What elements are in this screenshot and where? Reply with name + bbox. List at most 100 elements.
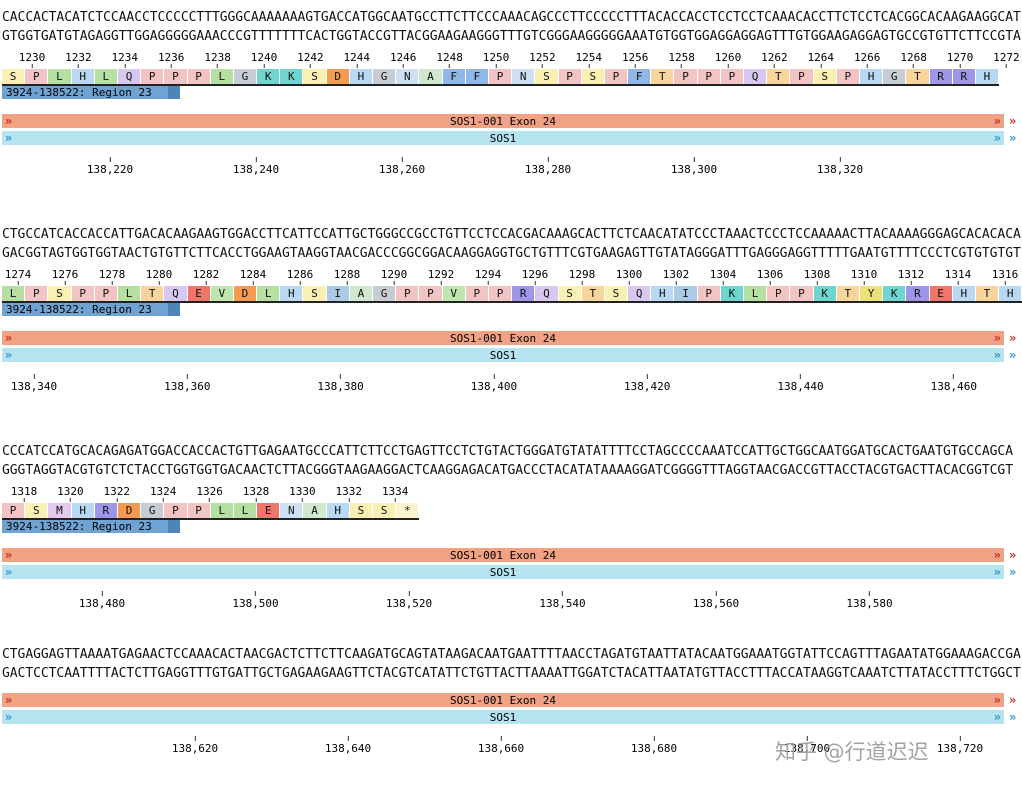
exon-track-bar[interactable]: » SOS1-001 Exon 24 » bbox=[2, 331, 1004, 345]
aa-position-label: 1326 bbox=[196, 486, 223, 502]
amino-acid-cell: T bbox=[975, 286, 1000, 301]
amino-acid-cell: * bbox=[396, 503, 420, 518]
tick-mark bbox=[111, 281, 113, 285]
exon-label: SOS1-001 Exon 24 bbox=[450, 114, 556, 128]
tick-mark bbox=[408, 591, 410, 596]
aa-position-label: 1320 bbox=[57, 486, 84, 502]
aa-position-label: 1278 bbox=[99, 269, 125, 285]
gene-track-bar[interactable]: » SOS1 » bbox=[2, 131, 1004, 145]
region-navigation-bar[interactable]: 3924-138522: Region 23 bbox=[2, 86, 180, 99]
genomic-coordinate-ruler: 138,480 138,500 138,520 138,540 138,560 … bbox=[2, 591, 1022, 617]
exon-track-bar[interactable]: » SOS1-001 Exon 24 » bbox=[2, 693, 1004, 707]
tick-mark bbox=[217, 64, 219, 68]
aa-position-label: 1270 bbox=[947, 52, 973, 68]
aa-position-label: 1258 bbox=[668, 52, 695, 68]
exon-label: SOS1-001 Exon 24 bbox=[450, 693, 556, 707]
coordinate-label: 138,460 bbox=[931, 374, 977, 393]
tick-mark bbox=[255, 157, 257, 162]
coordinate-label: 138,580 bbox=[846, 591, 893, 610]
amino-acid-cell: R bbox=[512, 286, 536, 301]
amino-acid-cell: L bbox=[117, 286, 142, 301]
aa-position-label: 1332 bbox=[336, 486, 362, 502]
chevrons-right-icon: » bbox=[1009, 348, 1017, 362]
tick-mark bbox=[1004, 281, 1006, 285]
region-navigation-bar[interactable]: 3924-138522: Region 23 bbox=[2, 303, 180, 316]
amino-acid-cell: S bbox=[535, 69, 559, 84]
amino-acid-cell: A bbox=[349, 286, 373, 301]
gene-track-bar[interactable]: » SOS1 » bbox=[2, 710, 1004, 724]
amino-acid-cell: P bbox=[187, 69, 211, 84]
amino-acid-cell: P bbox=[488, 69, 513, 84]
coordinate-label: 138,620 bbox=[172, 736, 218, 755]
amino-acid-cell: D bbox=[117, 503, 142, 518]
amino-acid-cell: F bbox=[628, 69, 652, 84]
chevrons-right-icon: » bbox=[5, 348, 13, 362]
tick-mark bbox=[653, 736, 655, 741]
tick-mark bbox=[309, 64, 311, 68]
tick-mark bbox=[194, 736, 196, 741]
chevrons-right-icon: » bbox=[5, 710, 13, 724]
amino-acid-cell: H bbox=[71, 69, 95, 84]
aa-position-label: 1286 bbox=[287, 269, 313, 285]
region-navigation-bar[interactable]: 3924-138522: Region 23 bbox=[2, 520, 180, 533]
tick-mark bbox=[1005, 64, 1007, 68]
aa-position-label: 1236 bbox=[158, 52, 184, 68]
amino-acid-cell: K bbox=[813, 286, 837, 301]
aa-position-label: 1266 bbox=[854, 52, 880, 68]
tick-mark bbox=[866, 64, 868, 68]
exon-label: SOS1-001 Exon 24 bbox=[450, 548, 556, 562]
tick-mark bbox=[910, 281, 912, 285]
chevrons-right-icon: » bbox=[1009, 331, 1017, 345]
aa-position-label: 1310 bbox=[851, 269, 877, 285]
tick-mark bbox=[646, 374, 648, 379]
amino-acid-cell: Y bbox=[859, 286, 884, 301]
amino-acid-cell: Q bbox=[744, 69, 768, 84]
amino-acid-cell: L bbox=[257, 286, 281, 301]
amino-acid-cell: H bbox=[651, 286, 675, 301]
aa-position-ruler: 1318 1320 1322 1324 1326 1328 1330 bbox=[2, 486, 1022, 503]
amino-acid-cell: H bbox=[71, 503, 95, 518]
aa-position-label: 1256 bbox=[622, 52, 648, 68]
aa-position-ruler: 1230 1232 1234 1236 1238 1240 1242 bbox=[2, 52, 1022, 69]
coordinate-label: 138,720 bbox=[937, 736, 983, 755]
tick-mark bbox=[957, 281, 959, 285]
aa-position-label: 1304 bbox=[710, 269, 736, 285]
exon-track-bar[interactable]: » SOS1-001 Exon 24 » bbox=[2, 548, 1004, 562]
tick-mark bbox=[628, 281, 630, 285]
tick-mark bbox=[209, 498, 211, 502]
amino-acid-cell: P bbox=[674, 69, 698, 84]
gene-track-row: » SOS1 » » bbox=[2, 131, 1022, 145]
tick-mark bbox=[393, 281, 395, 285]
tick-mark bbox=[101, 591, 103, 596]
dna-forward-strand: CTGAGGAGTTAAAATGAGAACTCCAAACACTAACGACTCT… bbox=[2, 647, 1021, 662]
amino-acid-cell: P bbox=[697, 286, 721, 301]
aa-position-label: 1294 bbox=[475, 269, 501, 285]
gene-track-bar[interactable]: » SOS1 » bbox=[2, 348, 1004, 362]
chevrons-right-icon: » bbox=[1009, 114, 1017, 128]
gene-track-bar[interactable]: » SOS1 » bbox=[2, 565, 1004, 579]
amino-acid-cell: P bbox=[2, 503, 26, 518]
exon-track-bar[interactable]: » SOS1-001 Exon 24 » bbox=[2, 114, 1004, 128]
dna-reverse-strand: GACTCCTCAATTTTACTCTTGAGGTTTGTGATTGCTGAGA… bbox=[2, 666, 1021, 681]
coordinate-label: 138,320 bbox=[817, 157, 863, 176]
amino-acid-cell: P bbox=[790, 69, 814, 84]
amino-acid-cell: K bbox=[883, 286, 907, 301]
amino-acid-cell: K bbox=[720, 286, 744, 301]
amino-acid-cell: H bbox=[952, 286, 976, 301]
coordinate-label: 138,640 bbox=[325, 736, 371, 755]
tick-mark bbox=[109, 157, 111, 162]
aa-position-label: 1244 bbox=[344, 52, 370, 68]
gene-track-row: » SOS1 » » bbox=[2, 565, 1022, 579]
amino-acid-cell: N bbox=[512, 69, 536, 84]
chevrons-right-icon: » bbox=[993, 348, 1001, 362]
amino-acid-cell: P bbox=[697, 69, 721, 84]
tick-mark bbox=[959, 64, 961, 68]
tick-mark bbox=[162, 498, 164, 502]
chevrons-right-icon: » bbox=[1009, 710, 1017, 724]
exon-track-row: » SOS1-001 Exon 24 » » bbox=[2, 693, 1022, 707]
coordinate-label: 138,520 bbox=[386, 591, 432, 610]
gene-label: SOS1 bbox=[489, 710, 517, 724]
aa-position-label: 1300 bbox=[616, 269, 642, 285]
tick-mark bbox=[816, 281, 818, 285]
aa-position-label: 1282 bbox=[193, 269, 219, 285]
